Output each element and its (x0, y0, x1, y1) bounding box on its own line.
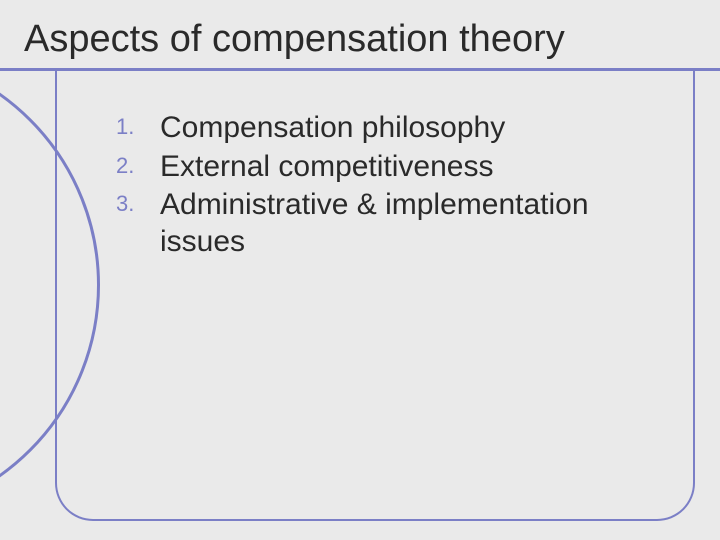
list-number: 3. (116, 191, 134, 218)
list-item: 2. External competitiveness (116, 149, 656, 186)
list-number: 2. (116, 153, 134, 180)
list-item: 1. Compensation philosophy (116, 110, 656, 147)
slide-title: Aspects of compensation theory (24, 18, 565, 61)
title-underline (0, 68, 720, 71)
content-list: 1. Compensation philosophy 2. External c… (116, 110, 656, 262)
list-text: External competitiveness (160, 150, 494, 183)
list-text: Compensation philosophy (160, 111, 505, 144)
list-item: 3. Administrative & implementation issue… (116, 187, 656, 260)
list-number: 1. (116, 114, 134, 141)
list-text: Administrative & implementation issues (160, 188, 589, 258)
